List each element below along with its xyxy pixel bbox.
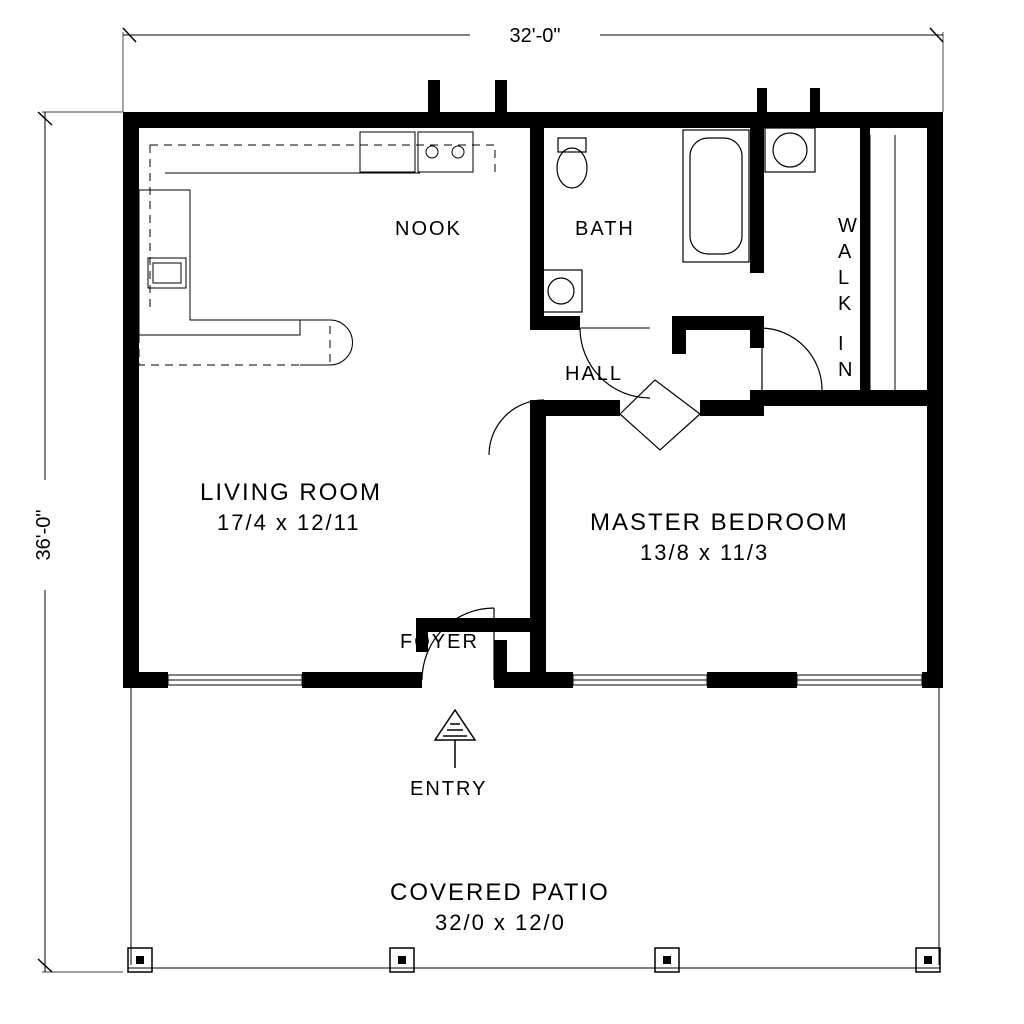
dimension-height: 36'-0" — [33, 112, 123, 972]
label-bath: BATH — [575, 218, 635, 240]
label-walkin-A: A — [838, 241, 853, 263]
label-walkin-I: I — [838, 333, 846, 355]
dim-master: 13/8 x 11/3 — [640, 540, 769, 565]
floor-plan: 32'-0" 36'-0" — [0, 0, 1024, 1024]
label-walkin-N: N — [838, 359, 854, 381]
label-walkin-W: W — [838, 215, 859, 237]
label-walkin-K: K — [838, 293, 853, 315]
label-hall: HALL — [565, 363, 623, 385]
dim-living: 17/4 x 12/11 — [217, 510, 360, 535]
width-label: 32'-0" — [510, 25, 561, 47]
kitchen-counters — [139, 132, 495, 365]
label-nook: NOOK — [395, 218, 462, 240]
label-walkin-L: L — [838, 267, 851, 289]
label-master: MASTER BEDROOM — [590, 509, 849, 536]
label-entry: ENTRY — [410, 778, 487, 800]
closet-shelf — [870, 135, 895, 395]
interior-walls — [416, 128, 943, 688]
label-living: LIVING ROOM — [200, 479, 382, 506]
label-foyer: FOYER — [400, 631, 479, 653]
height-label: 36'-0" — [33, 510, 55, 561]
label-patio: COVERED PATIO — [390, 879, 610, 906]
dim-patio: 32/0 x 12/0 — [435, 910, 566, 935]
entry-arrow — [435, 710, 475, 768]
